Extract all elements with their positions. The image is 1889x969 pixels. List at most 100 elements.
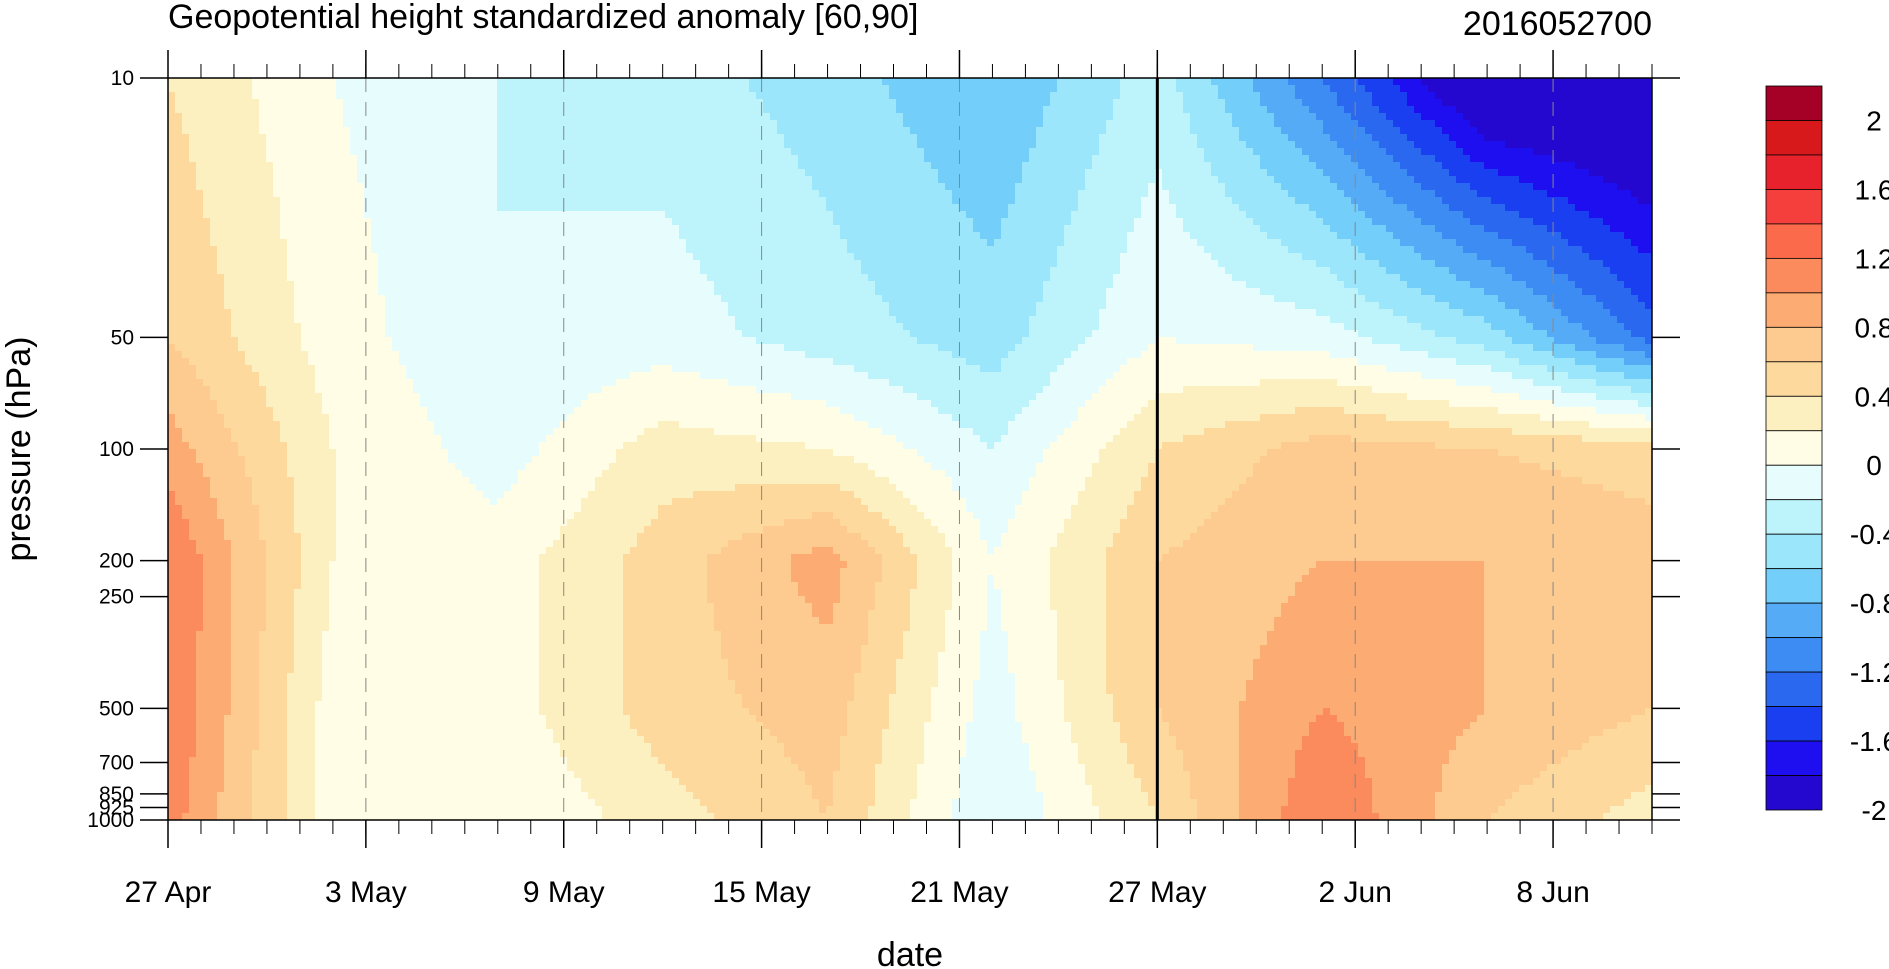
contour-cell [994,582,1051,590]
contour-cell [1127,757,1184,765]
contour-cell [539,442,624,450]
contour-cell [1120,428,1205,436]
contour-cell [378,288,715,296]
contour-cell [1099,386,1184,394]
contour-cell [889,477,953,485]
contour-cell [896,666,939,674]
contour-cell [168,659,197,667]
contour-cell [1624,372,1652,380]
contour-cell [217,246,288,254]
contour-field [168,78,1652,820]
contour-cell [987,624,1002,632]
contour-cell [1603,218,1652,226]
contour-cell [1197,239,1282,247]
contour-cell [168,477,211,485]
contour-cell [1407,92,1436,100]
contour-cell [889,694,932,702]
contour-cell [1316,561,1485,569]
contour-cell [301,344,393,352]
contour-cell [518,470,603,478]
contour-cell [1239,785,1289,793]
contour-cell [1064,708,1114,716]
contour-cell [1267,232,1338,240]
contour-cell [945,470,1037,478]
contour-cell [252,498,295,506]
contour-cell [539,596,624,604]
contour-cell [1162,176,1219,184]
contour-cell [791,575,841,583]
contour-cell [1295,141,1338,149]
contour-cell [1386,190,1436,198]
contour-cell [259,680,288,688]
contour-cell [847,701,890,709]
contour-cell [882,561,918,569]
contour-cell [1603,484,1652,492]
contour-cell [1022,729,1072,737]
contour-cell [287,757,316,765]
contour-cell [287,750,316,758]
contour-cell [847,239,988,247]
contour-cell [791,568,841,576]
contour-cell [1106,379,1261,387]
contour-cell [1099,323,1345,331]
contour-cell [392,337,757,345]
contour-cell [1435,260,1492,268]
contour-cell [1260,414,1387,422]
contour-cell [1113,708,1163,716]
contour-cell [168,106,176,114]
contour-cell [574,771,673,779]
contour-cell [861,666,897,674]
contour-cell [1596,337,1646,345]
contour-cell [168,204,204,212]
contour-cell [952,813,1044,820]
contour-cell [980,645,1009,653]
contour-cell [1099,309,1317,317]
contour-cell [1477,127,1652,135]
contour-cell [714,603,813,611]
contour-cell [910,547,953,555]
contour-cell [1036,134,1100,142]
contour-cell [266,554,302,562]
contour-cell [1344,190,1387,198]
contour-cell [1561,309,1611,317]
contour-cell [707,274,869,282]
contour-cell [742,533,862,541]
contour-cell [168,638,197,646]
contour-cell [1036,141,1100,149]
contour-cell [1071,505,1128,513]
contour-cell [231,673,260,681]
contour-cell [623,694,743,702]
contour-cell [973,708,1016,716]
contour-cell [1295,757,1366,765]
contour-cell [889,85,1058,93]
contour-cell [854,694,890,702]
contour-cell [1456,141,1506,149]
contour-cell [168,757,190,765]
contour-cell [777,120,904,128]
contour-cell [1155,701,1240,709]
contour-cell [1617,274,1652,282]
contour-cell [1099,813,1156,820]
contour-cell [1057,631,1107,639]
contour-cell [1092,162,1212,170]
contour-cell [497,113,771,121]
contour-cell [1155,568,1310,576]
contour-cell [812,512,834,520]
contour-cell [700,372,869,380]
contour-cell [1225,498,1646,506]
contour-cell [1001,225,1065,233]
contour-cell [1358,743,1457,751]
contour-cell [1631,330,1652,338]
contour-cell [875,281,1044,289]
contour-cell [1078,743,1128,751]
contour-cell [294,645,323,653]
contour-cell [1064,519,1121,527]
contour-cell [987,610,1002,618]
contour-cell [714,428,883,436]
contour-cell [868,421,960,429]
contour-cell [1120,365,1387,373]
contour-cell [168,652,197,660]
contour-cell [1603,813,1652,820]
contour-cell [1162,554,1652,562]
contour-cell [1106,561,1156,569]
